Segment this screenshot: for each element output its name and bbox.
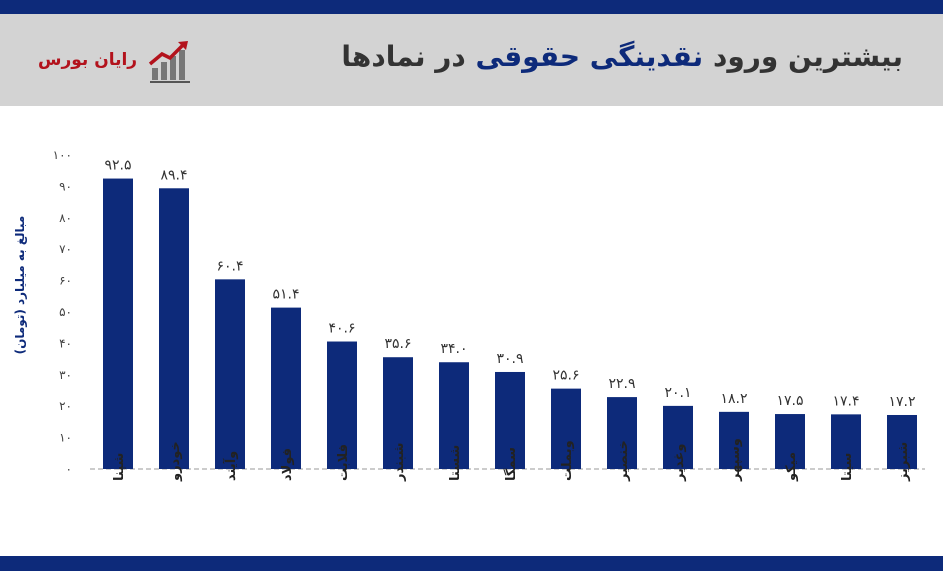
y-tick-label: ۱۰ bbox=[59, 431, 72, 445]
bar bbox=[383, 357, 413, 469]
bar-value-label: ۳۵.۶ bbox=[384, 336, 411, 352]
bar-value-label: ۹۲.۵ bbox=[104, 158, 131, 174]
bar bbox=[719, 411, 749, 469]
bar-value-label: ۲۲.۹ bbox=[608, 376, 635, 392]
bar-value-label: ۸۹.۴ bbox=[160, 167, 187, 183]
x-tick-label: فلابت bbox=[336, 444, 351, 481]
bar bbox=[439, 362, 469, 469]
y-tick-label: ۲۰ bbox=[59, 399, 72, 413]
page-title: بیشترین ورود نقدینگی حقوقی در نمادها bbox=[341, 40, 903, 73]
x-tick-label: وغدیر bbox=[672, 444, 687, 482]
bar bbox=[887, 414, 917, 469]
bar-chart: ۰ ۱۰ ۲۰ ۳۰ ۴۰ ۵۰ ۶۰ ۷۰ ۸۰ ۹۰ ۱۰۰ ۹۲.۵ شپنا ۸۹.۴ خودرو ۶… bbox=[53, 148, 925, 482]
x-tick-label: وبملت bbox=[560, 440, 575, 481]
bar bbox=[495, 371, 525, 469]
x-tick-label: فولاد bbox=[280, 448, 295, 481]
y-tick-label: ۹۰ bbox=[59, 179, 72, 193]
bar-value-label: ۳۴.۰ bbox=[440, 341, 467, 357]
bar-value-label: ۶۰.۴ bbox=[216, 258, 243, 274]
y-tick-label: ۷۰ bbox=[59, 242, 72, 256]
bar bbox=[663, 405, 693, 469]
bar bbox=[327, 341, 357, 469]
title-part-1: بیشترین ورود bbox=[712, 40, 903, 73]
y-tick-label: ۳۰ bbox=[59, 368, 72, 382]
bar bbox=[551, 388, 581, 469]
bar bbox=[103, 178, 133, 470]
x-tick-label: شپنا bbox=[112, 453, 127, 481]
y-tick-label: ۰ bbox=[66, 462, 72, 476]
bar-value-label: ۱۸.۲ bbox=[720, 391, 747, 407]
bar-value-label: ۵۱.۴ bbox=[272, 287, 299, 303]
x-tick-label: میکو bbox=[784, 452, 799, 482]
x-tick-label: شستا bbox=[448, 445, 463, 481]
bar-value-label: ۲۵.۶ bbox=[552, 368, 579, 384]
brand-name: رایان بورس bbox=[38, 50, 138, 70]
x-tick-label: خودرو bbox=[168, 441, 183, 482]
bar-value-label: ۳۰.۹ bbox=[496, 351, 523, 367]
x-tick-label: سمگا bbox=[503, 447, 519, 481]
x-tick-label: خنصیر bbox=[616, 440, 631, 482]
bar bbox=[831, 414, 861, 469]
bar-value-label: ۱۷.۵ bbox=[776, 393, 803, 409]
y-tick-label: ۸۰ bbox=[59, 211, 72, 225]
bar-value-label: ۱۷.۲ bbox=[888, 394, 915, 410]
x-tick-label: وآیند bbox=[222, 451, 239, 481]
y-tick-label: ۱۰۰ bbox=[53, 148, 72, 162]
bar-value-label: ۲۰.۱ bbox=[664, 385, 691, 401]
x-tick-label: شبندر bbox=[392, 443, 407, 482]
bar-value-label: ۴۰.۶ bbox=[328, 321, 355, 337]
bar bbox=[271, 307, 301, 469]
bar bbox=[215, 279, 245, 469]
y-tick-label: ۵۰ bbox=[59, 305, 72, 319]
y-tick-label: ۴۰ bbox=[59, 336, 72, 350]
bar bbox=[775, 414, 805, 469]
bottom-frame-bar bbox=[0, 556, 943, 571]
x-tick-label: وسپهر bbox=[728, 438, 743, 482]
bar bbox=[607, 397, 637, 469]
top-frame-bar bbox=[0, 0, 943, 14]
title-highlight: نقدینگی حقوقی bbox=[475, 40, 704, 73]
x-tick-label: شبریز bbox=[896, 442, 911, 482]
x-tick-label: سیتا bbox=[840, 453, 855, 481]
title-part-2: در نمادها bbox=[341, 40, 466, 73]
bar bbox=[159, 188, 189, 469]
bar-value-label: ۱۷.۴ bbox=[832, 393, 859, 409]
y-tick-label: ۶۰ bbox=[59, 274, 72, 288]
growth-chart-logo-icon bbox=[148, 41, 190, 83]
header-banner: بیشترین ورود نقدینگی حقوقی در نمادها رای… bbox=[0, 14, 943, 106]
